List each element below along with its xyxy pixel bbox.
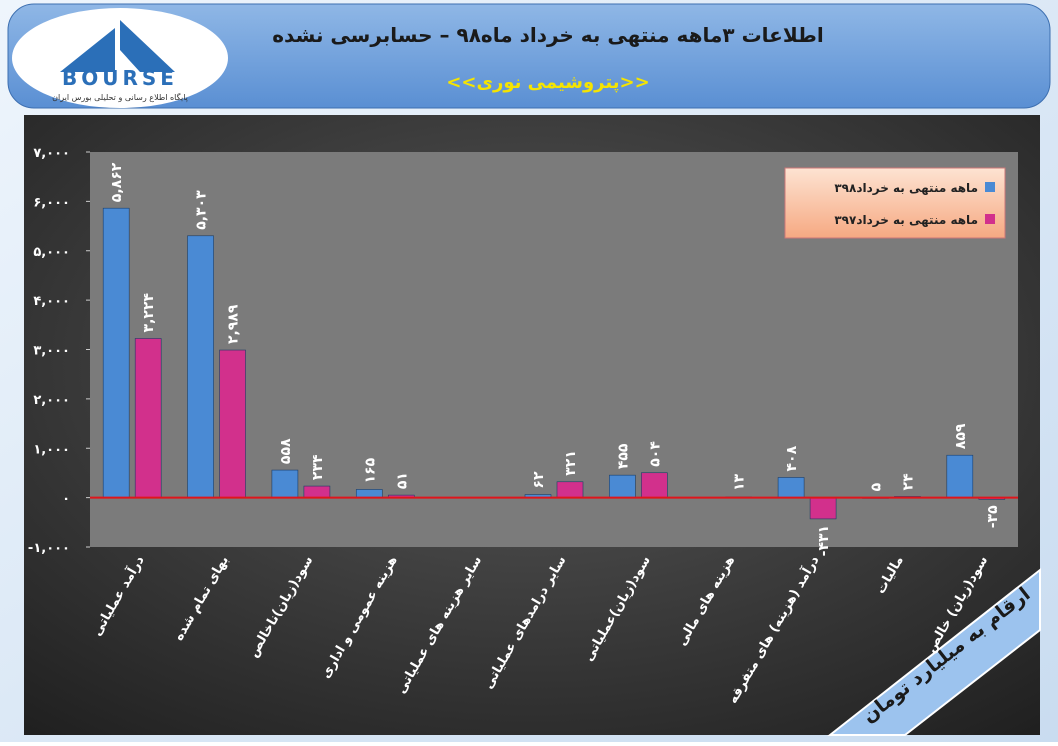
value-label: ۲۴ [900, 473, 916, 491]
y-tick-label: ۲,۰۰۰ [33, 393, 70, 408]
bar [219, 349, 246, 498]
value-label: ۴۰۸ [784, 445, 800, 471]
logo-text: BOURSE [62, 66, 178, 90]
value-label: ۳,۲۲۴ [141, 292, 157, 332]
value-label: ۱۶۵ [362, 457, 378, 483]
bar [187, 235, 214, 498]
chart-title: اطلاعات ۳ماهه منتهی به خرداد ماه۹۸ – حسا… [272, 23, 823, 47]
bar [556, 481, 584, 498]
y-tick-label: ۰ [62, 492, 70, 507]
bar [134, 338, 162, 498]
bar [355, 489, 383, 498]
value-label: ۵,۳۰۳ [194, 190, 210, 230]
bar [641, 472, 668, 498]
bar [777, 477, 805, 498]
y-tick-label: ۶,۰۰۰ [33, 195, 70, 210]
y-tick-label: ۷,۰۰۰ [33, 146, 70, 161]
legend [784, 167, 1006, 239]
annotation-band [827, 567, 1041, 736]
value-label: ۵ [868, 482, 884, 491]
chart-subtitle: <<پتروشیمی نوری>> [446, 72, 649, 93]
value-label: ۱۳ [732, 473, 748, 491]
value-label: ۳۲۱ [563, 450, 579, 476]
y-tick-label: ۳,۰۰۰ [33, 344, 70, 359]
bar [609, 474, 636, 498]
header [7, 3, 1051, 109]
bar [303, 485, 331, 498]
value-label: ۸۵۹ [953, 423, 969, 449]
value-label: ۵۵۸ [278, 438, 294, 464]
value-label: ۲,۹۸۹ [226, 304, 242, 344]
value-label: ۲۳۴ [310, 454, 326, 480]
bar [271, 469, 299, 498]
y-tick-label: ۱,۰۰۰ [33, 442, 70, 457]
value-label: ۵۱ [394, 472, 410, 489]
legend-swatch [985, 182, 995, 192]
value-label: -۴۳۱ [816, 525, 832, 556]
y-tick-label: -۱,۰۰۰ [28, 541, 70, 556]
legend-swatch [985, 214, 995, 224]
value-label: ۵,۸۶۲ [109, 162, 125, 202]
value-label: -۳۵ [985, 505, 1001, 528]
y-tick-label: ۵,۰۰۰ [33, 245, 70, 260]
value-label: ۶۲ [531, 471, 547, 489]
logo-bg [12, 8, 228, 108]
y-tick-label: ۴,۰۰۰ [33, 294, 70, 309]
bar [946, 454, 974, 498]
logo-mark [60, 20, 175, 72]
legend-label: ۳ماهه منتهی به خرداد۹۷ [834, 213, 978, 227]
value-label: ۵۰۴ [647, 441, 663, 467]
logo-caption: پایگاه اطلاع رسانی و تحلیلی بورس ایران [52, 92, 188, 102]
bar [809, 497, 837, 520]
value-label: ۴۵۵ [615, 443, 631, 469]
bar [102, 207, 130, 498]
legend-label: ۳ماهه منتهی به خرداد۹۸ [834, 181, 978, 195]
